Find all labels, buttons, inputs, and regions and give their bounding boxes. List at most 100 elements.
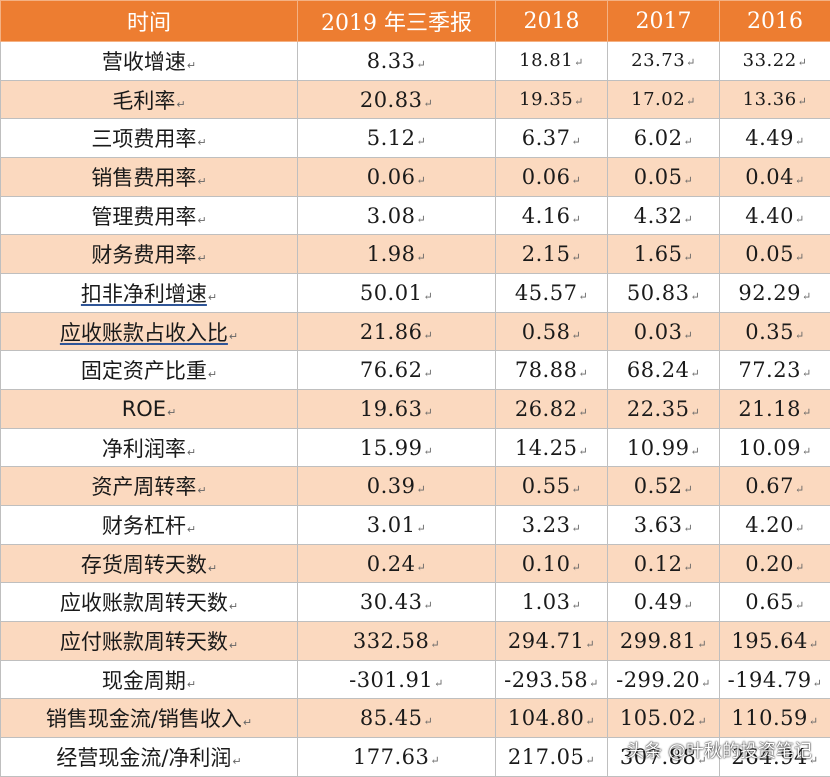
cell-value: 4.20 (745, 512, 795, 537)
paragraph-mark-icon: ↵ (423, 599, 434, 613)
cell-value: 0.49 (633, 590, 683, 615)
value-cell: 299.81↵ (607, 621, 720, 661)
cell-value: 76.62 (359, 358, 423, 383)
cell-value: 85.45 (359, 706, 423, 731)
paragraph-mark-icon: ↵ (683, 521, 694, 535)
paragraph-mark-icon: ↵ (197, 213, 207, 227)
paragraph-mark-icon: ↵ (423, 367, 434, 381)
value-cell: 0.49↵ (607, 582, 720, 623)
paragraph-mark-icon: ↵ (797, 56, 808, 70)
header-cell-2016: 2016 (719, 0, 830, 42)
paragraph-mark-icon: ↵ (167, 405, 177, 419)
value-cell: 2.15↵ (495, 234, 608, 275)
table-row: 应收账款占收入比↵ 21.86↵ 0.58↵ 0.03↵ 0.35↵ (0, 311, 830, 352)
cell-value: 0.06 (366, 164, 416, 189)
row-label-cell: 财务费用率↵ (0, 234, 298, 275)
value-cell: 0.06↵ (495, 157, 608, 197)
paragraph-mark-icon: ↵ (416, 251, 427, 265)
paragraph-mark-icon: ↵ (578, 444, 589, 458)
value-cell: 50.83↵ (607, 273, 720, 313)
cell-value: 3.23 (521, 512, 571, 537)
table-row: 资产周转率↵ 0.39↵ 0.55↵ 0.52↵ 0.67↵ (0, 466, 830, 507)
cell-value: 22.35 (626, 396, 690, 421)
value-cell: 0.39↵ (297, 466, 496, 507)
paragraph-mark-icon: ↵ (574, 56, 584, 70)
paragraph-mark-icon: ↵ (197, 252, 207, 266)
value-cell: 45.57↵ (495, 273, 608, 313)
cell-value: 21.18 (738, 396, 801, 421)
paragraph-mark-icon: ↵ (697, 637, 708, 651)
paragraph-mark-icon: ↵ (808, 637, 819, 651)
value-cell: 264.94↵ (719, 737, 830, 777)
row-label-cell: 三项费用率↵ (0, 118, 298, 159)
cell-value: 50.01 (359, 280, 423, 305)
row-label: 财务费用率 (91, 243, 197, 268)
cell-value: 1.65 (633, 242, 683, 267)
value-cell: 3.63↵ (607, 505, 720, 545)
value-cell: 4.40↵ (719, 195, 830, 236)
paragraph-mark-icon: ↵ (690, 289, 701, 303)
value-cell: 217.05↵ (495, 737, 608, 777)
cell-value: 0.24 (366, 551, 416, 576)
paragraph-mark-icon: ↵ (795, 212, 805, 226)
header-cell-2018: 2018 (495, 0, 608, 42)
row-label-cell: 经营现金流/净利润↵ (0, 737, 298, 777)
cell-value: 105.02 (619, 706, 697, 731)
paragraph-mark-icon: ↵ (795, 560, 805, 574)
header-cell-2019q3: 2019 年三季报 (297, 0, 496, 42)
paragraph-mark-icon: ↵ (197, 136, 207, 150)
paragraph-mark-icon: ↵ (423, 444, 434, 458)
value-cell: 77.23↵ (719, 350, 830, 391)
paragraph-mark-icon: ↵ (423, 328, 434, 342)
row-label: 净利润率 (101, 436, 186, 461)
paragraph-mark-icon: ↵ (795, 483, 805, 497)
paragraph-mark-icon: ↵ (207, 561, 218, 575)
paragraph-mark-icon: ↵ (701, 676, 711, 690)
paragraph-mark-icon: ↵ (683, 173, 694, 187)
value-cell: 0.55↵ (495, 466, 608, 507)
cell-value: -301.91 (349, 667, 434, 692)
value-cell: 4.16↵ (495, 195, 608, 236)
cell-value: -293.58 (504, 667, 589, 692)
value-cell: 3.01↵ (297, 505, 496, 545)
cell-value: 4.16 (521, 203, 571, 228)
cell-value: 0.03 (633, 319, 683, 344)
value-cell: 0.35↵ (719, 311, 830, 352)
row-label-cell: 营收增速↵ (0, 41, 298, 81)
paragraph-mark-icon: ↵ (571, 251, 582, 265)
table-row: 扣非净利增速↵ 50.01↵ 45.57↵ 50.83↵ 92.29↵ (0, 273, 830, 313)
paragraph-mark-icon: ↵ (683, 251, 694, 265)
cell-value: 110.59 (731, 706, 808, 731)
value-cell: 14.25↵ (495, 427, 608, 468)
cell-value: 0.35 (745, 319, 795, 344)
value-cell: 18.81↵ (495, 41, 608, 81)
value-cell: 3.08↵ (297, 195, 496, 236)
value-cell: 13.36↵ (719, 79, 830, 120)
cell-value: 3.63 (633, 512, 683, 537)
value-cell: 19.35↵ (495, 79, 608, 120)
cell-value: 45.57 (514, 280, 578, 305)
cell-value: 0.52 (633, 474, 683, 499)
cell-value: 15.99 (359, 435, 423, 460)
cell-value: 8.33 (366, 48, 416, 73)
row-label: 现金周期 (101, 668, 186, 693)
value-cell: 10.09↵ (719, 427, 830, 468)
paragraph-mark-icon: ↵ (795, 599, 805, 613)
paragraph-mark-icon: ↵ (690, 444, 701, 458)
paragraph-mark-icon: ↵ (571, 483, 582, 497)
cell-value: 4.49 (745, 126, 795, 151)
paragraph-mark-icon: ↵ (228, 329, 239, 343)
value-cell: 68.24↵ (607, 350, 720, 391)
paragraph-mark-icon: ↵ (589, 676, 599, 690)
paragraph-mark-icon: ↵ (423, 715, 434, 729)
paragraph-mark-icon: ↵ (186, 677, 197, 691)
paragraph-mark-icon: ↵ (186, 522, 197, 536)
row-label-cell: 应付账款周转天数↵ (0, 621, 298, 661)
row-label-cell: 净利润率↵ (0, 427, 298, 468)
value-cell: 0.10↵ (495, 543, 608, 584)
header-cell-metric: 时间 (0, 0, 298, 42)
value-cell: 1.03↵ (495, 582, 608, 623)
value-cell: 6.37↵ (495, 118, 608, 159)
